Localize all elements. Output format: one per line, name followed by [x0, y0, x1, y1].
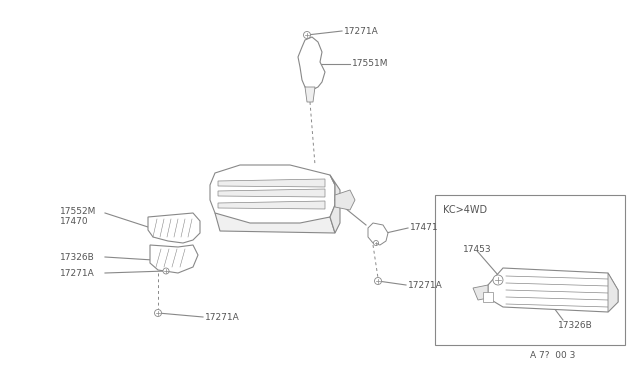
Polygon shape	[218, 201, 325, 209]
Polygon shape	[368, 223, 388, 245]
Circle shape	[303, 32, 310, 38]
Polygon shape	[305, 87, 315, 102]
Polygon shape	[218, 189, 325, 197]
Polygon shape	[298, 37, 325, 90]
Circle shape	[493, 275, 503, 285]
Polygon shape	[330, 175, 340, 233]
Text: 17551M: 17551M	[352, 60, 388, 68]
Polygon shape	[215, 213, 335, 233]
Text: 17271A: 17271A	[344, 26, 379, 35]
Polygon shape	[218, 179, 325, 187]
Circle shape	[163, 268, 169, 274]
Text: 17326B: 17326B	[60, 253, 95, 262]
Text: A 7?  00 3: A 7? 00 3	[530, 351, 575, 360]
Text: KC>4WD: KC>4WD	[443, 205, 487, 215]
Circle shape	[374, 278, 381, 285]
Polygon shape	[488, 268, 618, 312]
Text: 17271A: 17271A	[408, 280, 443, 289]
Polygon shape	[473, 285, 488, 300]
Polygon shape	[608, 273, 618, 312]
Polygon shape	[148, 213, 200, 243]
Circle shape	[154, 310, 161, 317]
Text: 17326B: 17326B	[558, 321, 593, 330]
Text: 17552M: 17552M	[60, 206, 97, 215]
Bar	[435, 195, 625, 345]
Polygon shape	[150, 245, 198, 273]
Text: 17471: 17471	[410, 224, 438, 232]
Polygon shape	[335, 190, 355, 210]
Circle shape	[374, 241, 378, 246]
Polygon shape	[210, 165, 335, 223]
Text: 17453: 17453	[463, 246, 492, 254]
Text: 17470: 17470	[60, 218, 88, 227]
Text: 17271A: 17271A	[60, 269, 95, 278]
Bar	[483, 292, 493, 302]
Text: 17271A: 17271A	[205, 312, 240, 321]
